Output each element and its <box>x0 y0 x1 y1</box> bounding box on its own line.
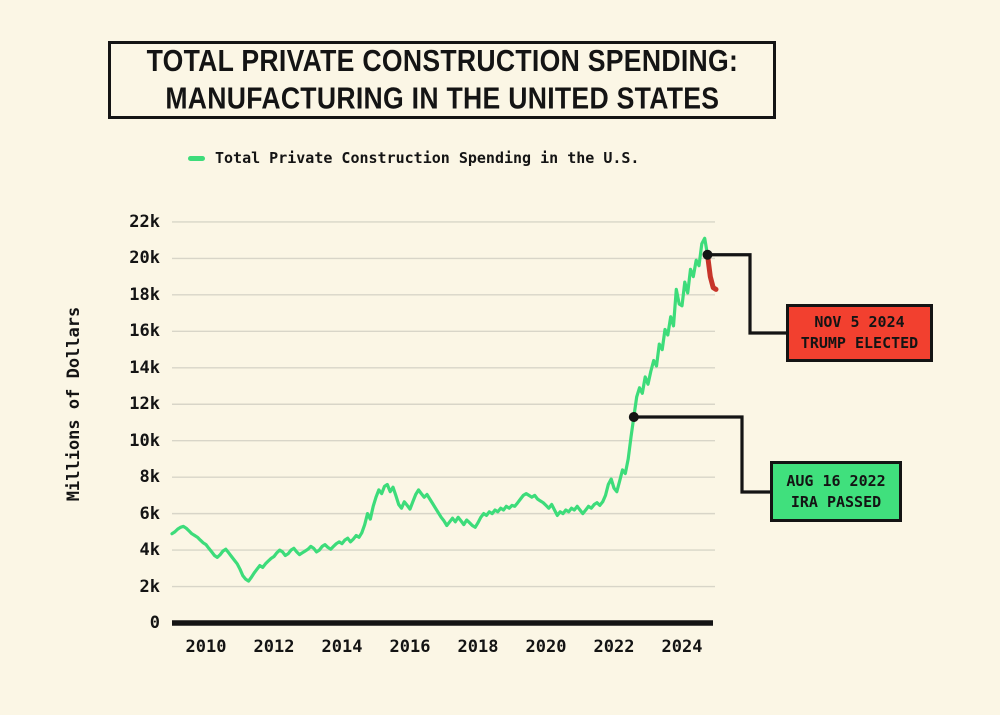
legend: Total Private Construction Spending in t… <box>188 149 639 167</box>
legend-label: Total Private Construction Spending in t… <box>215 149 640 167</box>
y-tick-label: 16k <box>129 321 160 342</box>
y-tick-label: 12k <box>129 394 160 415</box>
y-tick-label: 22k <box>129 211 160 232</box>
x-tick-label: 2024 <box>661 637 703 657</box>
legend-swatch-green-dash <box>188 155 205 161</box>
y-tick-label: 6k <box>139 503 160 524</box>
y-tick-label: 2k <box>139 576 160 597</box>
x-tick-label: 2010 <box>185 637 227 657</box>
y-tick-label: 8k <box>139 467 160 488</box>
x-tick-label: 2018 <box>457 637 499 657</box>
callout-connector <box>707 253 786 335</box>
chart-title-line2: MANUFACTURING IN THE UNITED STATES <box>164 81 719 116</box>
x-tick-label: 2022 <box>593 637 635 657</box>
y-tick-label: 14k <box>129 357 160 378</box>
callout-connector <box>633 415 770 494</box>
y-tick-label: 18k <box>129 284 160 305</box>
trump-annotation-date: NOV 5 2024 <box>814 313 905 331</box>
y-tick-label: 0 <box>149 613 160 633</box>
x-tick-label: 2016 <box>389 637 431 657</box>
x-tick-label: 2012 <box>253 637 295 657</box>
event-marker-dot <box>628 412 639 423</box>
x-tick-label: 2014 <box>321 637 363 657</box>
post-election-decline-line <box>705 252 719 292</box>
spending-line <box>170 236 710 583</box>
y-axis-title: Millions of Dollars <box>64 306 84 502</box>
trump-elected-annotation: NOV 5 2024 TRUMP ELECTED <box>786 304 933 362</box>
ira-passed-annotation: AUG 16 2022 IRA PASSED <box>770 461 902 522</box>
x-tick-label: 2020 <box>525 637 567 657</box>
y-tick-label: 10k <box>129 430 160 451</box>
ira-annotation-label: IRA PASSED <box>790 492 882 511</box>
chart-title-box: TOTAL PRIVATE CONSTRUCTION SPENDING: MAN… <box>108 41 776 119</box>
trump-annotation-label: TRUMP ELECTED <box>800 334 919 352</box>
y-tick-label: 20k <box>129 248 160 269</box>
event-marker-dot <box>702 249 713 260</box>
chart-title-line1: TOTAL PRIVATE CONSTRUCTION SPENDING: <box>146 43 738 78</box>
ira-annotation-date: AUG 16 2022 <box>786 471 886 490</box>
y-tick-label: 4k <box>139 540 160 561</box>
